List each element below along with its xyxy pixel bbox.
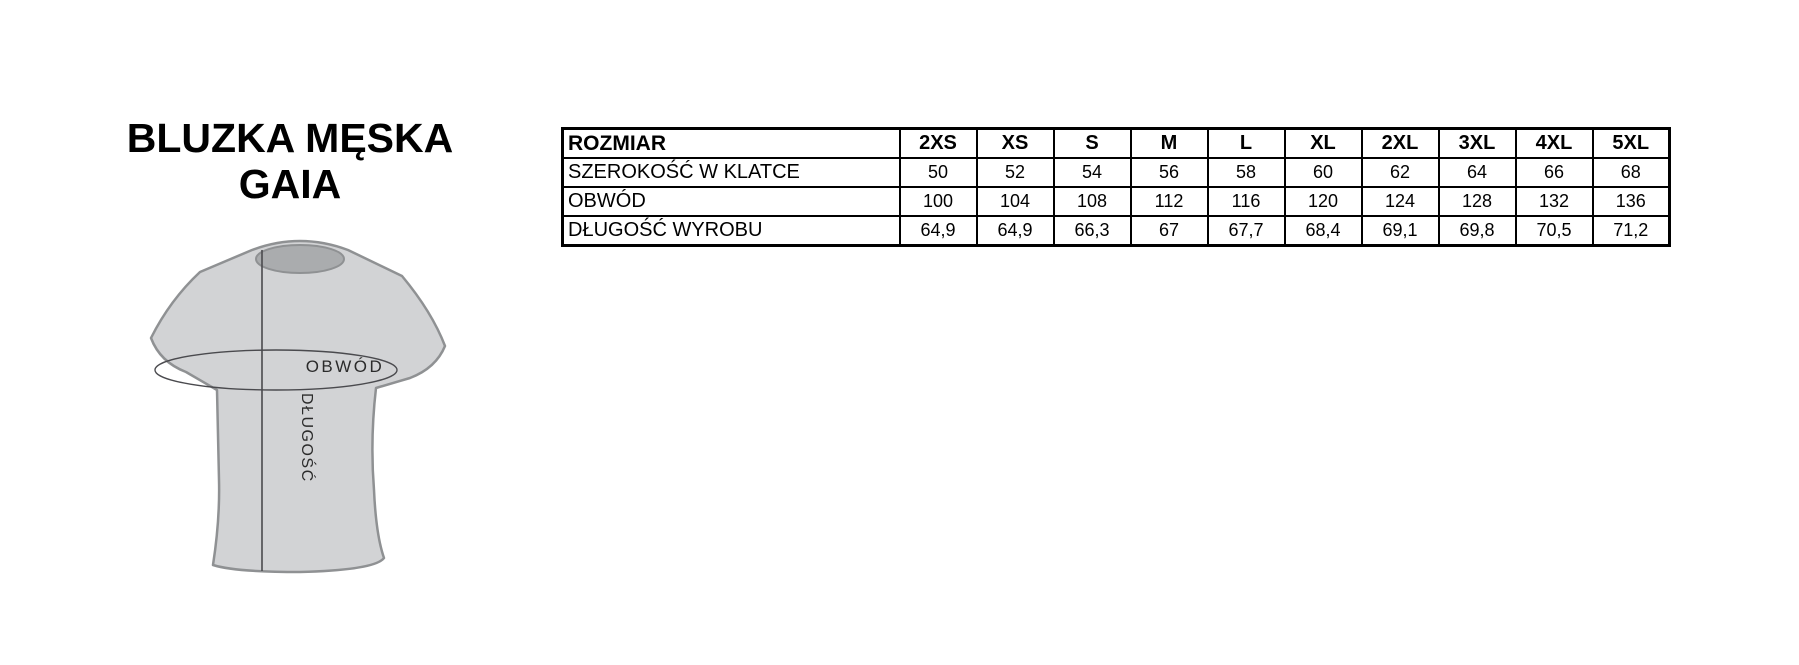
value-cell: 70,5	[1514, 215, 1594, 247]
table-header-row: ROZMIAR 2XS XS S M L XL 2XL 3XL 4XL 5XL	[561, 127, 1671, 159]
table-row: OBWÓD 100 104 108 112 116 120 124 128 132 136	[561, 186, 1671, 217]
tshirt-body	[149, 239, 447, 574]
value-cell: 54	[1052, 157, 1132, 188]
page-title: BLUZKA MĘSKA GAIA	[90, 115, 490, 208]
size-column-header: S	[1052, 127, 1132, 159]
size-table: ROZMIAR 2XS XS S M L XL 2XL 3XL 4XL 5XL SZEROKOŚĆ W…	[561, 127, 1671, 247]
value-cell: 50	[898, 157, 978, 188]
value-cell: 52	[975, 157, 1055, 188]
size-column-header: XS	[975, 127, 1055, 159]
value-cell: 108	[1052, 186, 1132, 217]
value-cell: 68,4	[1283, 215, 1363, 247]
row-label: SZEROKOŚĆ W KLATCE	[561, 157, 901, 188]
value-cell: 128	[1437, 186, 1517, 217]
circumference-label: OBWÓD	[306, 357, 385, 376]
value-cell: 62	[1360, 157, 1440, 188]
value-cell: 64,9	[975, 215, 1055, 247]
value-cell: 71,2	[1591, 215, 1671, 247]
size-column-header: L	[1206, 127, 1286, 159]
table-corner-header: ROZMIAR	[561, 127, 901, 159]
size-column-header: XL	[1283, 127, 1363, 159]
size-column-header: 2XS	[898, 127, 978, 159]
product-title-line2: GAIA	[238, 160, 342, 207]
tshirt-diagram: OBWÓD DŁUGOŚĆ	[140, 220, 450, 585]
size-column-header: 5XL	[1591, 127, 1671, 159]
value-cell: 64,9	[898, 215, 978, 247]
value-cell: 69,8	[1437, 215, 1517, 247]
tshirt-illustration: OBWÓD DŁUGOŚĆ	[149, 239, 447, 574]
circumference-measure-ellipse	[154, 349, 398, 391]
table-row: DŁUGOŚĆ WYROBU 64,9 64,9 66,3 67 67,7 68,4 69,1…	[561, 215, 1671, 247]
size-column-header: 2XL	[1360, 127, 1440, 159]
tshirt-collar	[255, 244, 345, 274]
value-cell: 66	[1514, 157, 1594, 188]
size-column-header: 4XL	[1514, 127, 1594, 159]
value-cell: 136	[1591, 186, 1671, 217]
value-cell: 112	[1129, 186, 1209, 217]
value-cell: 64	[1437, 157, 1517, 188]
table-row: SZEROKOŚĆ W KLATCE 50 52 54 56 58 60 62 64 66 68	[561, 157, 1671, 188]
row-label: OBWÓD	[561, 186, 901, 217]
value-cell: 120	[1283, 186, 1363, 217]
value-cell: 116	[1206, 186, 1286, 217]
value-cell: 67	[1129, 215, 1209, 247]
value-cell: 58	[1206, 157, 1286, 188]
value-cell: 124	[1360, 186, 1440, 217]
product-title-line1: BLUZKA MĘSKA	[126, 115, 454, 161]
value-cell: 66,3	[1052, 215, 1132, 247]
size-column-header: 3XL	[1437, 127, 1517, 159]
length-label: DŁUGOŚĆ	[298, 393, 317, 483]
row-label: DŁUGOŚĆ WYROBU	[561, 215, 901, 247]
size-column-header: M	[1129, 127, 1209, 159]
value-cell: 68	[1591, 157, 1671, 188]
value-cell: 100	[898, 186, 978, 217]
value-cell: 56	[1129, 157, 1209, 188]
value-cell: 132	[1514, 186, 1594, 217]
value-cell: 104	[975, 186, 1055, 217]
value-cell: 67,7	[1206, 215, 1286, 247]
value-cell: 69,1	[1360, 215, 1440, 247]
value-cell: 60	[1283, 157, 1363, 188]
